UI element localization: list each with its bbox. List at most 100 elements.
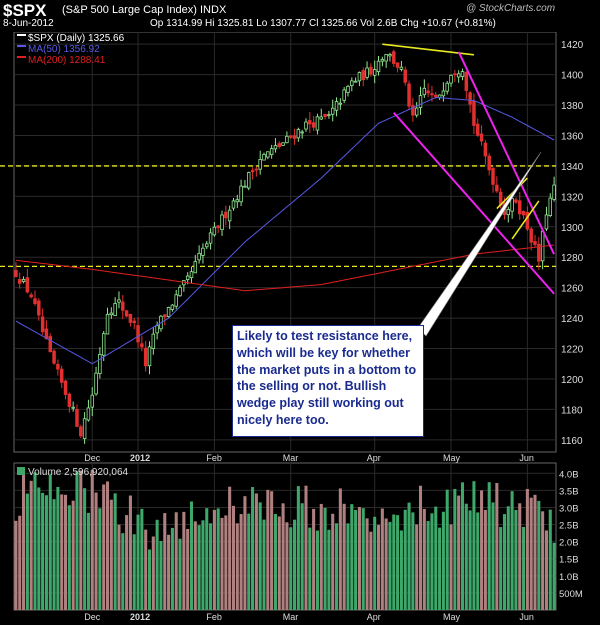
candle-body <box>67 393 72 407</box>
volume-bar <box>201 520 205 610</box>
candle-body <box>75 408 79 427</box>
volume-bar <box>506 506 510 610</box>
volume-x-tick: Mar <box>283 612 299 622</box>
volume-bar <box>552 542 556 610</box>
candle-body <box>468 92 472 105</box>
volume-bar <box>132 534 136 610</box>
candle-body <box>514 199 518 203</box>
candle-body <box>52 350 56 364</box>
volume-bar <box>384 518 388 610</box>
candle-body <box>395 62 400 68</box>
volume-bar <box>25 493 29 610</box>
volume-bar <box>464 503 468 610</box>
candle-body <box>273 145 278 150</box>
candle-body <box>105 313 110 335</box>
legend-swatch <box>17 45 26 47</box>
volume-y-tick: 3.5B <box>559 486 579 497</box>
candle-body <box>418 95 423 108</box>
candle-body <box>453 73 457 76</box>
volume-bar <box>140 508 144 610</box>
candle-body <box>292 135 297 139</box>
volume-bar <box>136 514 140 610</box>
volume-bar <box>189 501 194 610</box>
volume-bar <box>64 494 68 610</box>
volume-bar <box>220 517 224 610</box>
volume-bar <box>197 525 201 610</box>
symbol: $SPX <box>3 1 47 20</box>
volume-bar <box>380 508 384 610</box>
volume-bar <box>323 507 327 610</box>
volume-bar <box>411 512 415 610</box>
volume-bar <box>422 508 426 610</box>
volume-bar <box>71 500 75 610</box>
candle-body <box>220 214 224 230</box>
volume-bar <box>525 488 529 610</box>
volume-legend: Volume 2,596,920,064 <box>28 467 129 478</box>
candle-body <box>128 313 133 323</box>
candle-body <box>376 60 381 73</box>
candle-body <box>86 407 91 421</box>
volume-bar <box>495 483 499 610</box>
price-y-tick: 1300 <box>561 223 584 234</box>
candle-body <box>235 199 240 203</box>
volume-bar <box>468 510 472 610</box>
volume-bar <box>79 470 83 610</box>
annotation-note: Likely to test resistance here, which wi… <box>232 325 424 437</box>
candle-body <box>521 210 526 216</box>
volume-bar <box>14 520 18 610</box>
volume-bar <box>231 505 235 610</box>
candle-body <box>170 304 175 310</box>
volume-bar <box>369 531 373 610</box>
candle-body <box>353 80 358 83</box>
price-y-tick: 1200 <box>561 375 584 386</box>
volume-bar <box>83 488 87 610</box>
volume-bar <box>403 509 407 610</box>
candle-body <box>483 142 488 157</box>
candle-body <box>178 286 182 297</box>
candle-body <box>288 135 293 138</box>
candle-body <box>197 252 201 261</box>
volume-bar <box>502 514 506 610</box>
volume-bar <box>441 511 445 610</box>
candle-body <box>518 200 522 215</box>
volume-bar <box>258 502 262 610</box>
candle-body <box>407 83 411 107</box>
candle-body <box>548 197 553 216</box>
candle-body <box>476 123 480 136</box>
copyright: @ StockCharts.com <box>466 3 556 14</box>
price-y-tick: 1340 <box>561 162 584 173</box>
volume-bar <box>453 488 457 610</box>
volume-bar <box>522 526 526 610</box>
candle-body <box>258 159 262 170</box>
volume-bar <box>277 516 281 610</box>
candle-body <box>533 241 537 245</box>
candle-body <box>63 380 68 395</box>
candle-body <box>323 113 327 118</box>
volume-bar <box>476 512 480 610</box>
volume-bar <box>254 493 258 610</box>
volume-bar <box>518 503 522 610</box>
volume-x-tick: Dec <box>84 612 101 622</box>
volume-bar <box>186 528 190 610</box>
candle-body <box>243 185 247 188</box>
volume-bar <box>33 472 37 610</box>
volume-bar <box>308 527 312 610</box>
candle-body <box>327 114 331 117</box>
price-y-tick: 1180 <box>561 405 583 416</box>
candle-body <box>121 301 125 311</box>
candle-body <box>254 168 259 171</box>
volume-bar <box>296 486 300 610</box>
candle-body <box>21 279 26 283</box>
volume-bar <box>357 507 361 610</box>
candle-body <box>361 70 365 81</box>
volume-bar <box>18 515 22 610</box>
candle-body <box>174 294 178 307</box>
candle-body <box>94 372 98 395</box>
candle-body <box>304 121 308 130</box>
candle-body <box>338 102 343 105</box>
volume-x-tick: May <box>443 612 461 622</box>
price-x-tick: 2012 <box>130 453 150 463</box>
volume-bar <box>438 527 442 610</box>
volume-bar <box>113 493 117 610</box>
